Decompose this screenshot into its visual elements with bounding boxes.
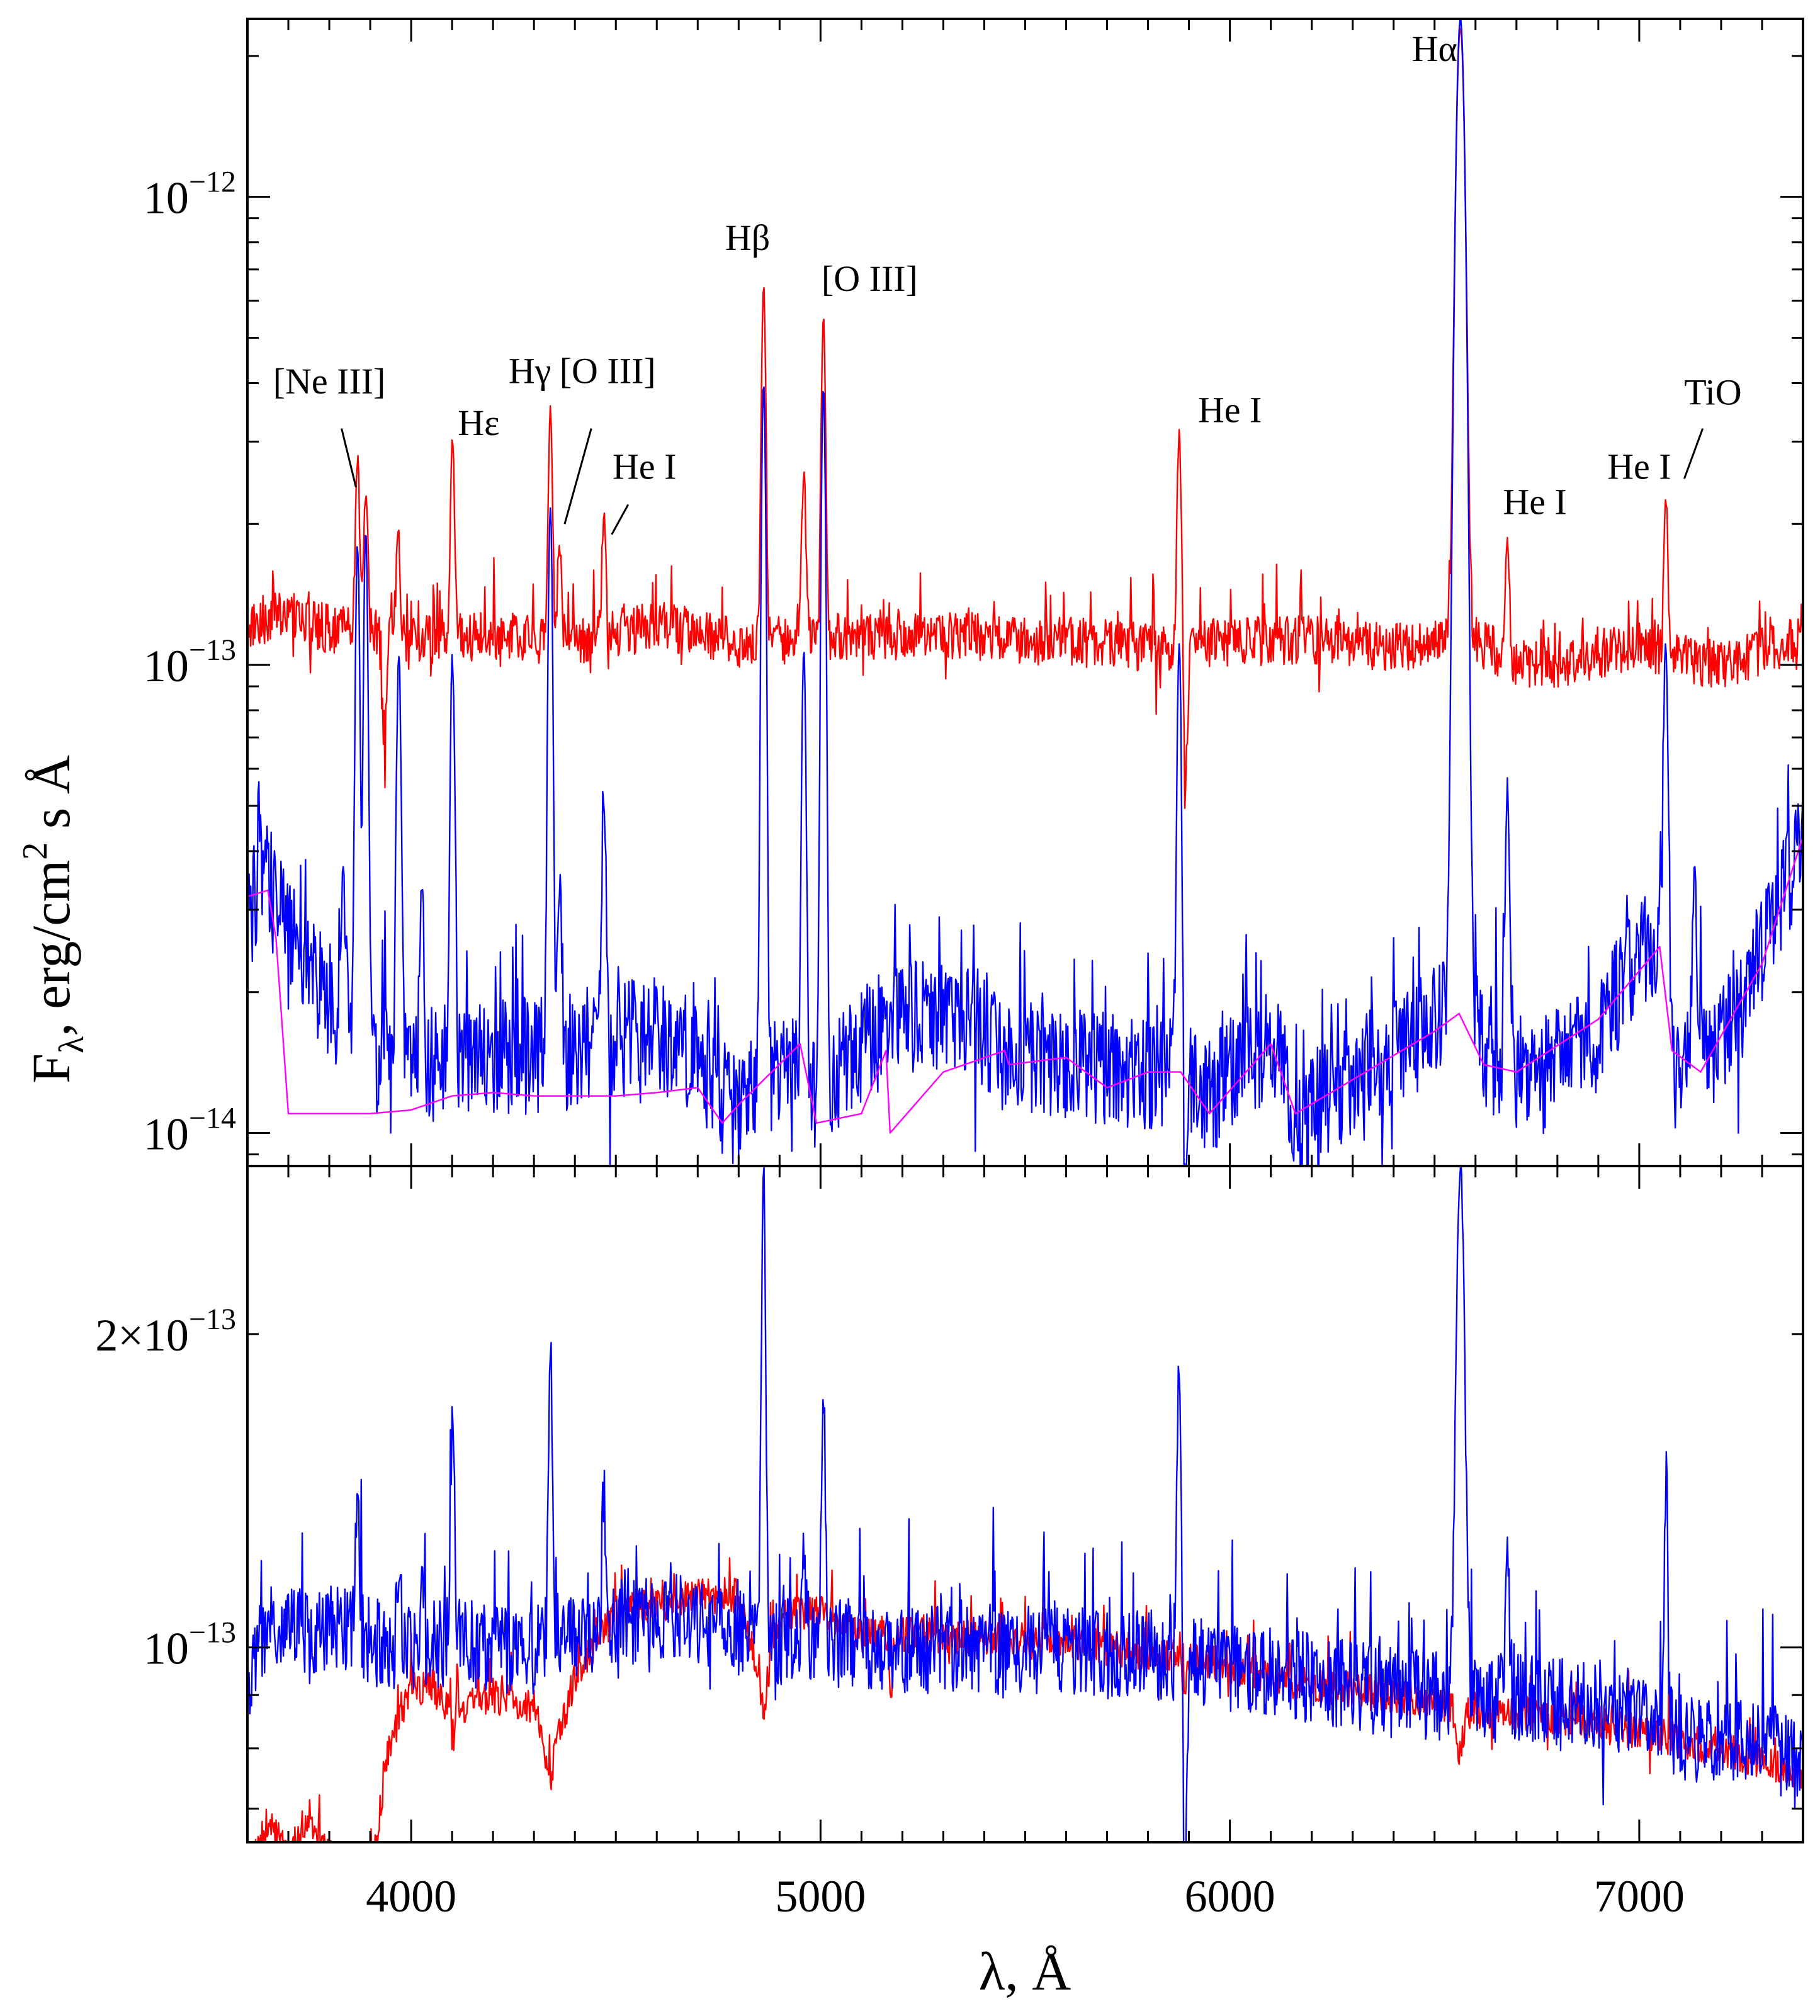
line-label: He I (613, 446, 676, 487)
y-axis-title: Fλ, erg/cm2 s Å (16, 755, 91, 1084)
svg-text:Fλ, erg/cm2 s Å: Fλ, erg/cm2 s Å (16, 755, 91, 1084)
top-series-blue-spectrum (247, 19, 1803, 1166)
line-label-pointer (341, 428, 357, 487)
y-tick-label: 10−13 (144, 1616, 236, 1674)
bottom-panel-series (247, 1166, 1803, 1842)
y-tick-label: 10−13 (144, 633, 236, 691)
y-axis-title-rest: , erg/cm (21, 860, 81, 1036)
line-label: Hε (458, 402, 499, 443)
y-tick-label: 2×10−13 (95, 1303, 236, 1361)
y-axis-title-sup: 2 (16, 842, 55, 860)
line-label: TiO (1684, 372, 1741, 413)
line-label: Hγ (509, 351, 551, 392)
line-label-pointer (1683, 428, 1704, 479)
x-axis-title: λ, Å (979, 1941, 1071, 2002)
top-series-red-spectrum (247, 28, 1803, 809)
top-panel-ticks: 10−12 10−13 10−14 (144, 19, 1804, 1166)
x-tick-label: 6000 (1185, 1871, 1275, 1922)
line-label-pointer (611, 504, 630, 535)
y-axis-title-sub: λ (52, 1036, 91, 1053)
x-tick-label: 4000 (366, 1871, 456, 1922)
line-label: Hβ (725, 217, 770, 258)
top-panel-series (247, 19, 1803, 1166)
x-tick-label: 7000 (1594, 1871, 1685, 1922)
bottom-panel-frame (246, 1165, 1804, 1843)
bottom-panel: 4000 5000 6000 7000 2×10−13 10−13 (95, 1165, 1804, 1922)
line-label: [Ne III] (273, 361, 386, 402)
y-axis-title-tail: s Å (21, 755, 81, 842)
bottom-series-blue-spectrum (247, 1166, 1803, 1842)
line-label: He I (1607, 446, 1671, 487)
y-axis-title-main: F (21, 1053, 81, 1084)
line-label: He I (1503, 482, 1566, 523)
y-tick-label: 10−12 (144, 166, 236, 224)
line-label-pointer (563, 428, 592, 524)
y-tick-label: 10−14 (144, 1102, 236, 1160)
line-label: [O III] (560, 351, 656, 392)
line-label: He I (1198, 390, 1262, 431)
line-label: [O III] (822, 258, 918, 299)
top-series-magenta-model (247, 836, 1803, 1134)
line-label: Hα (1412, 28, 1457, 69)
x-tick-label: 5000 (775, 1871, 866, 1922)
bottom-panel-ticks: 4000 5000 6000 7000 2×10−13 10−13 (95, 1166, 1804, 1922)
